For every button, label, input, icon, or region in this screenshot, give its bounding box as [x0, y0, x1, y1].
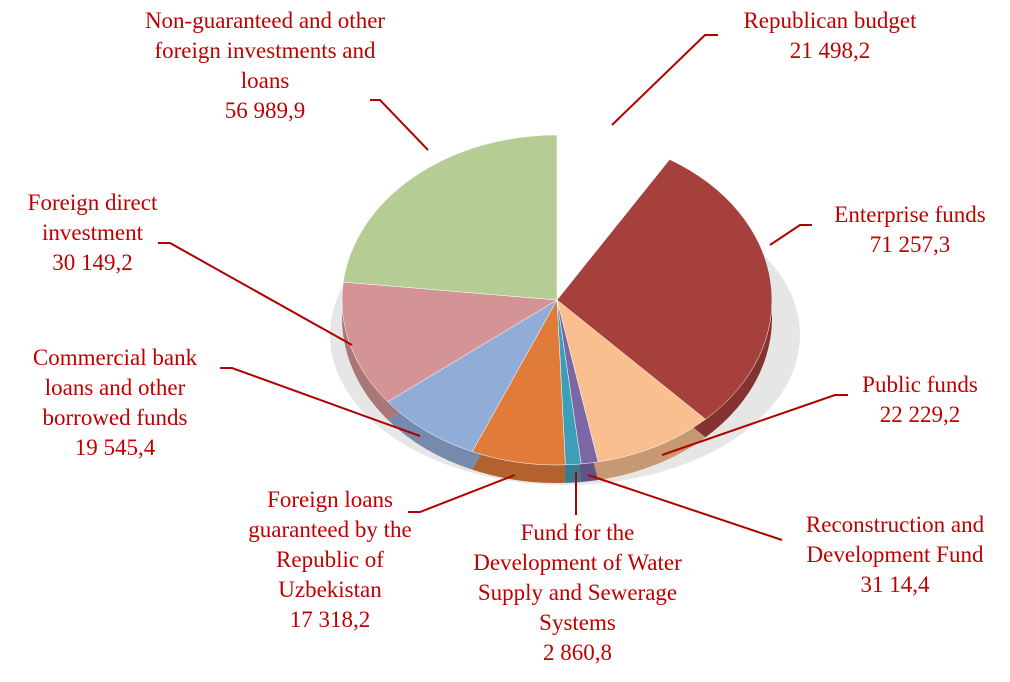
value-label: 30 149,2 [52, 250, 133, 275]
slice-label: Foreign loans guaranteed by the Republic… [230, 485, 430, 635]
slice [556, 299, 706, 463]
slice-label: Public funds 22 229,2 [830, 370, 1010, 430]
slices [341, 134, 773, 483]
value-label: 56 989,9 [224, 98, 306, 123]
leader-line [158, 242, 353, 346]
value-label: 31 14,4 [860, 572, 930, 597]
value-label: 71 257,3 [869, 232, 951, 257]
category-label: Commercial bank loans and other borrowed… [32, 345, 198, 430]
slice [342, 134, 558, 301]
category-label: Reconstruction and Development Fund [805, 512, 985, 567]
leader-line [611, 34, 718, 126]
value-label: 21 498,2 [789, 38, 871, 63]
value-label: 19 545,4 [74, 435, 156, 460]
slice-label: Non-guaranteed and other foreign investm… [140, 6, 390, 126]
value-label: 2 860,8 [543, 640, 612, 665]
leader-line [408, 474, 516, 513]
category-label: Enterprise funds [834, 202, 986, 227]
slice-label: Commercial bank loans and other borrowed… [10, 343, 220, 463]
category-label: Non-guaranteed and other foreign investm… [144, 8, 386, 93]
leader-line [661, 394, 848, 456]
slice [556, 134, 671, 301]
slice-label: Enterprise funds 71 257,3 [810, 200, 1010, 260]
category-label: Foreign loans guaranteed by the Republic… [248, 487, 412, 602]
value-label: 17 318,2 [289, 607, 371, 632]
slice [341, 281, 558, 403]
value-label: 22 229,2 [879, 402, 961, 427]
leader-line [587, 474, 783, 541]
category-label: Public funds [862, 372, 978, 397]
category-label: Republican budget [743, 8, 917, 33]
leader-line [769, 224, 812, 246]
slice [387, 299, 558, 452]
leader-line [220, 367, 421, 437]
category-label: Foreign direct investment [27, 190, 158, 245]
slice-label: Foreign direct investment 30 149,2 [5, 188, 180, 278]
category-label: Fund for the Development of Water Supply… [473, 520, 682, 635]
slice-label: Reconstruction and Development Fund 31 14… [780, 510, 1010, 600]
slice-label: Republican budget 21 498,2 [700, 6, 960, 66]
slice [556, 159, 773, 420]
leader-line [370, 99, 429, 151]
slice-label: Fund for the Development of Water Supply… [470, 518, 685, 668]
